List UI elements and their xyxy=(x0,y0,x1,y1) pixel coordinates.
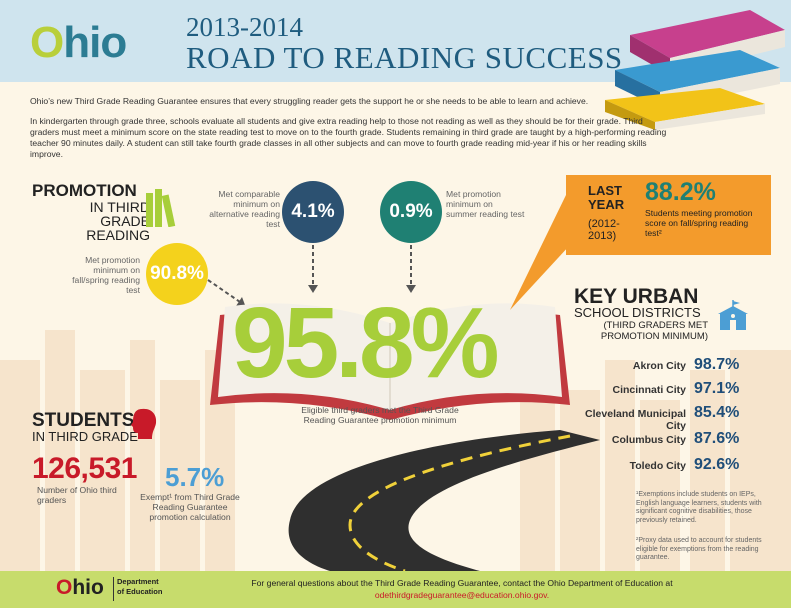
footer-department: Department of Education xyxy=(117,577,163,596)
key-urban-subtitle: SCHOOL DISTRICTS xyxy=(574,305,701,320)
arrow-connectors xyxy=(207,245,416,306)
footer-email-link[interactable]: odethirdgradeguarantee@education.ohio.go… xyxy=(374,590,550,600)
students-count: 126,531 xyxy=(32,452,137,485)
exempt-caption: Exempt¹ from Third Grade Reading Guarant… xyxy=(140,492,240,522)
key-urban-title: KEY URBAN xyxy=(574,285,699,308)
total-promotion-value: 95.8% xyxy=(232,287,500,399)
total-promotion-caption: Eligible third graders met the Third Gra… xyxy=(301,405,459,425)
city-skyline xyxy=(0,330,791,571)
last-year-label: LAST YEAR xyxy=(588,183,625,212)
ohio-logo: Ohio xyxy=(30,18,127,67)
page-title: ROAD TO READING SUCCESS xyxy=(186,40,623,75)
students-title: STUDENTS xyxy=(32,410,135,431)
students-subtitle: IN THIRD GRADE xyxy=(32,429,138,444)
last-year-years: (2012-2013) xyxy=(588,218,620,242)
fall-test-caption: Met promotion minimum on fall/spring rea… xyxy=(72,255,140,295)
callout-pointer xyxy=(510,195,570,310)
district-name: Cincinnati City xyxy=(612,384,686,396)
fall-test-value: 90.8% xyxy=(146,243,208,305)
last-year-callout xyxy=(566,175,771,255)
footnote-1: ¹Exemptions include students on IEPs, En… xyxy=(636,491,762,524)
district-value: 97.1% xyxy=(694,380,740,397)
footer-divider xyxy=(113,577,114,601)
key-urban-note: (THIRD GRADERS MET PROMOTION MINIMUM) xyxy=(600,320,708,342)
student-head-icon xyxy=(131,408,157,439)
district-value: 98.7% xyxy=(694,356,740,373)
last-year-caption: Students meeting promotion score on fall… xyxy=(645,208,753,238)
footer-contact: For general questions about the Third Gr… xyxy=(232,577,692,601)
header-year: 2013-2014 xyxy=(186,12,303,42)
summer-test-caption: Met promotion minimum on summer reading … xyxy=(446,189,525,219)
promotion-title: PROMOTION xyxy=(32,181,137,200)
promotion-subtitle: IN THIRD GRADE READING xyxy=(86,199,150,243)
books-stack-icon xyxy=(605,10,785,130)
footnote-2: ²Proxy data used to account for students… xyxy=(636,537,762,561)
school-icon xyxy=(718,300,748,330)
footer-ohio-logo: Ohio xyxy=(56,576,104,599)
open-book-illustration xyxy=(210,303,570,420)
footer-contact-text: For general questions about the Third Gr… xyxy=(251,578,673,588)
students-count-caption: Number of Ohio third graders xyxy=(37,485,117,505)
alt-test-value: 4.1% xyxy=(282,181,344,243)
road-illustration xyxy=(288,430,600,571)
summer-test-value: 0.9% xyxy=(380,181,442,243)
district-name: Cleveland Municipal City xyxy=(585,408,686,432)
alt-test-caption: Met comparable minimum on alternative re… xyxy=(209,189,280,229)
intro-paragraph-1: Ohio’s new Third Grade Reading Guarantee… xyxy=(30,96,589,106)
district-name: Columbus City xyxy=(611,434,686,446)
last-year-value: 88.2% xyxy=(645,178,716,206)
books-icon xyxy=(146,189,176,227)
district-name: Toledo City xyxy=(629,460,686,472)
intro-paragraph-2: In kindergarten through grade three, sch… xyxy=(30,116,667,159)
district-value: 92.6% xyxy=(694,456,740,473)
district-name: Akron City xyxy=(632,360,686,372)
exempt-value: 5.7% xyxy=(165,462,225,492)
district-value: 87.6% xyxy=(694,430,740,447)
footer-band xyxy=(0,571,791,608)
district-value: 85.4% xyxy=(694,404,740,421)
